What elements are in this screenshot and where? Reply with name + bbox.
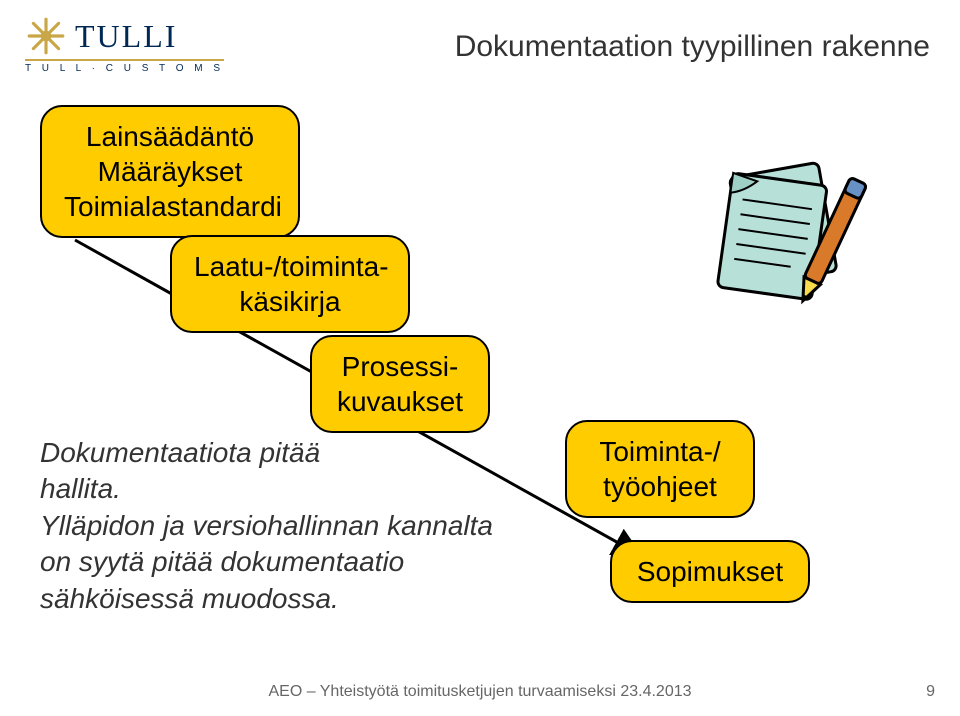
logo-glyph-icon	[25, 15, 67, 57]
body-l3: Ylläpidon ja versiohallinnan kannalta	[40, 508, 540, 544]
footer-text: AEO – Yhteistyötä toimitusketjujen turva…	[0, 683, 960, 701]
brand-logo: TULLI T U L L · C U S T O M S	[25, 15, 224, 74]
box1-line3: Toimialastandardi	[64, 189, 276, 224]
body-l2: hallita.	[40, 471, 540, 507]
body-l5: sähköisessä muodossa.	[40, 581, 540, 617]
box-laatukasikirja: Laatu-/toiminta- käsikirja	[170, 235, 410, 333]
body-l4: on syytä pitää dokumentaatio	[40, 544, 540, 580]
body-l1: Dokumentaatiota pitää	[40, 435, 540, 471]
box-lainsaadanto: Lainsäädäntö Määräykset Toimialastandard…	[40, 105, 300, 238]
box4-line1: Toiminta-/	[589, 434, 731, 469]
slide-title: Dokumentaation tyypillinen rakenne	[455, 30, 930, 64]
box5-text: Sopimukset	[637, 556, 783, 587]
box-sopimukset: Sopimukset	[610, 540, 810, 603]
box2-line1: Laatu-/toiminta-	[194, 249, 386, 284]
body-note: Dokumentaatiota pitää hallita. Ylläpidon…	[40, 435, 540, 617]
box1-line2: Määräykset	[64, 154, 276, 189]
documents-pen-icon	[680, 145, 880, 325]
brand-name: TULLI	[75, 18, 177, 55]
brand-logo-top: TULLI	[25, 15, 224, 57]
page-number: 9	[926, 683, 935, 701]
box4-line2: työohjeet	[589, 469, 731, 504]
box2-line2: käsikirja	[194, 284, 386, 319]
brand-subtitle: T U L L · C U S T O M S	[25, 59, 224, 74]
box-tyoohjeet: Toiminta-/ työohjeet	[565, 420, 755, 518]
box-prosessikuvaukset: Prosessi- kuvaukset	[310, 335, 490, 433]
box1-line1: Lainsäädäntö	[64, 119, 276, 154]
box3-line1: Prosessi-	[334, 349, 466, 384]
box3-line2: kuvaukset	[334, 384, 466, 419]
